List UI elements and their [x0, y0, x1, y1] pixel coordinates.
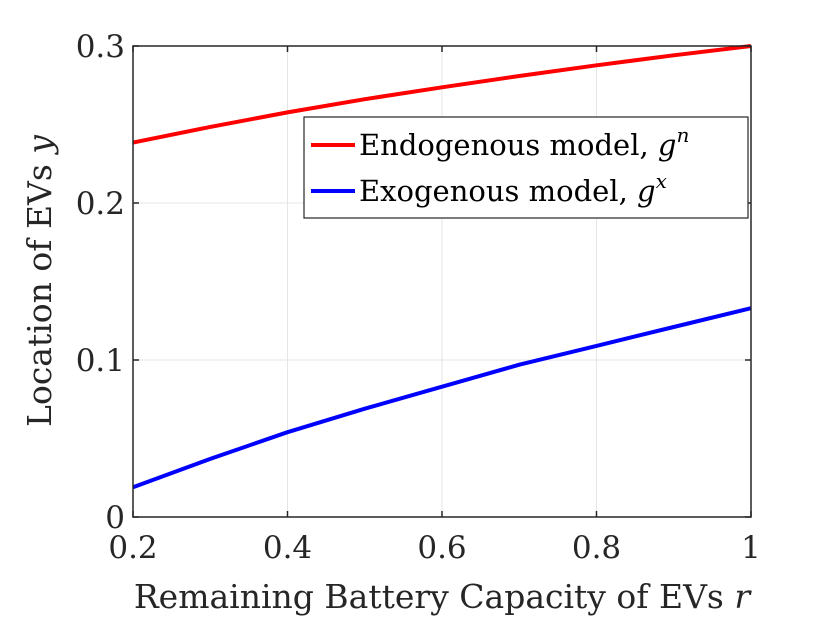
series-lines [132, 44, 752, 490]
x-tick-label: 1 [741, 530, 761, 566]
tick-labels: 0.2 0.4 0.6 0.8 1 0 0.1 0.2 0.3 [76, 29, 761, 566]
legend-label-endogenous: Endogenous model, gn [359, 123, 689, 162]
y-tick-label: 0 [105, 500, 125, 536]
legend-box [303, 116, 749, 219]
x-tick-label: 0.6 [417, 530, 466, 566]
x-tick-label: 0.8 [572, 530, 621, 566]
y-tick-label: 0.3 [76, 29, 125, 65]
x-tick-label: 0.4 [263, 530, 312, 566]
y-tick-label: 0.1 [76, 343, 125, 379]
axis-ticks [132, 45, 752, 518]
y-axis-label: Location of EVs y [20, 135, 59, 427]
y-tick-label: 0.2 [76, 186, 125, 222]
x-axis-label: Remaining Battery Capacity of EVs r [134, 577, 753, 616]
series-line-exogenous [132, 306, 752, 490]
legend-label-exogenous: Exogenous model, gx [359, 169, 667, 208]
x-tick-label: 0.2 [108, 530, 157, 566]
legend: Endogenous model, gn Exogenous model, gx [303, 116, 749, 219]
series-line-endogenous [132, 44, 752, 145]
